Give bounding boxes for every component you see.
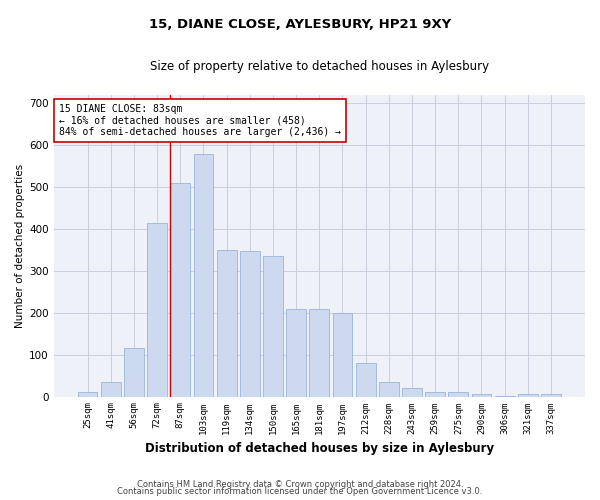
Text: Contains public sector information licensed under the Open Government Licence v3: Contains public sector information licen… [118, 487, 482, 496]
Bar [240, 251, 260, 396]
Bar [78, 392, 97, 396]
Bar [448, 392, 468, 396]
Bar [286, 308, 306, 396]
Bar [263, 256, 283, 396]
X-axis label: Distribution of detached houses by size in Aylesbury: Distribution of detached houses by size … [145, 442, 494, 455]
Bar [379, 382, 398, 396]
Bar [217, 250, 236, 396]
Bar [170, 183, 190, 396]
Bar [402, 388, 422, 396]
Bar [518, 394, 538, 396]
Text: 15, DIANE CLOSE, AYLESBURY, HP21 9XY: 15, DIANE CLOSE, AYLESBURY, HP21 9XY [149, 18, 451, 30]
Bar [356, 363, 376, 396]
Bar [541, 394, 561, 396]
Bar [194, 154, 214, 396]
Bar [101, 382, 121, 396]
Bar [425, 392, 445, 396]
Title: Size of property relative to detached houses in Aylesbury: Size of property relative to detached ho… [150, 60, 489, 73]
Y-axis label: Number of detached properties: Number of detached properties [15, 164, 25, 328]
Text: Contains HM Land Registry data © Crown copyright and database right 2024.: Contains HM Land Registry data © Crown c… [137, 480, 463, 489]
Bar [148, 222, 167, 396]
Text: 15 DIANE CLOSE: 83sqm
← 16% of detached houses are smaller (458)
84% of semi-det: 15 DIANE CLOSE: 83sqm ← 16% of detached … [59, 104, 341, 137]
Bar [472, 394, 491, 396]
Bar [310, 308, 329, 396]
Bar [332, 313, 352, 396]
Bar [124, 348, 144, 397]
